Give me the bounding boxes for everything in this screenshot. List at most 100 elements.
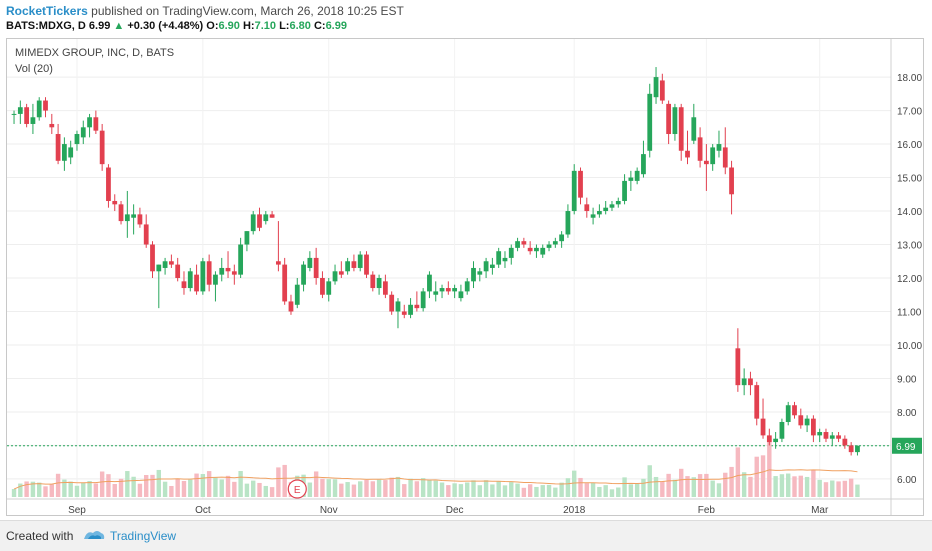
candle-body — [842, 438, 848, 446]
candle-body — [11, 113, 17, 115]
candle-body — [294, 284, 300, 305]
candle-body — [622, 180, 627, 201]
candle-body — [848, 445, 854, 453]
volume-bar — [408, 478, 413, 497]
volume-bar — [786, 473, 791, 497]
candle-body — [338, 271, 344, 275]
candle-body — [527, 247, 533, 252]
y-tick-label: 14.00 — [897, 207, 922, 218]
candle-body — [175, 264, 181, 278]
candle-body — [559, 234, 565, 242]
volume-bar — [358, 481, 363, 497]
volume-bar — [779, 474, 785, 497]
tradingview-logo-icon[interactable] — [82, 527, 106, 543]
volume-bar — [729, 466, 734, 497]
volume-bar — [383, 480, 388, 497]
volume-bar — [137, 483, 143, 497]
y-tick-label: 10.00 — [897, 341, 922, 352]
candle-body — [615, 200, 621, 205]
candle-body — [131, 214, 137, 218]
candle-body — [710, 147, 716, 165]
volume-bar — [496, 481, 501, 497]
candle-body — [458, 291, 464, 299]
candle-body — [634, 170, 640, 181]
volume-bar — [326, 479, 331, 497]
open-value: 6.90 — [218, 20, 240, 32]
candle-body — [364, 254, 369, 275]
y-tick-label: 18.00 — [897, 73, 922, 84]
volume-bar — [345, 482, 350, 497]
candle-body — [804, 418, 810, 426]
volume-bar — [81, 482, 86, 497]
volume-bar — [710, 480, 715, 497]
candle-body — [36, 100, 42, 118]
volume-bar — [830, 480, 835, 497]
publisher-link[interactable]: RocketTickers — [6, 4, 88, 18]
candle-body — [408, 304, 413, 315]
volume-bar — [773, 476, 778, 497]
volume-bar — [313, 471, 319, 497]
volume-bar — [590, 482, 596, 497]
y-tick-label: 13.00 — [897, 241, 922, 252]
candle-body — [716, 144, 722, 151]
candle-body — [672, 107, 678, 135]
candle-body — [219, 267, 225, 275]
candle-body — [238, 244, 244, 275]
candle-body — [666, 103, 672, 135]
volume-bar — [559, 482, 564, 497]
volume-bar — [697, 474, 703, 497]
symbol-label[interactable]: BATS:MDXG, D — [6, 20, 86, 32]
candle-body — [414, 304, 420, 309]
volume-bar — [502, 485, 508, 497]
publish-line: RocketTickers published on TradingView.c… — [6, 4, 404, 18]
volume-bar — [194, 473, 199, 497]
volume-bar — [660, 481, 665, 497]
volume-bar — [118, 478, 124, 497]
volume-bar — [836, 481, 841, 497]
candle-body — [741, 378, 747, 386]
volume-bar — [817, 479, 822, 497]
candle-body — [546, 244, 552, 248]
candle-body — [162, 261, 168, 268]
candle-body — [817, 432, 823, 436]
last-price-tag — [892, 437, 922, 454]
volume-bar — [307, 482, 313, 497]
candle-body — [735, 348, 741, 386]
last-price-label: 6.99 — [896, 442, 916, 453]
volume-bar — [370, 481, 376, 497]
candle-body — [194, 274, 199, 292]
candlestick-chart[interactable]: E 6.007.008.009.0010.0011.0012.0013.0014… — [7, 39, 923, 515]
chart-area[interactable]: E 6.007.008.009.0010.0011.0012.0013.0014… — [6, 38, 924, 516]
x-tick-label: Mar — [811, 505, 829, 515]
volume-bar — [131, 476, 136, 497]
candle-body — [584, 204, 590, 212]
candle-body — [792, 405, 797, 416]
candle-body — [452, 288, 458, 292]
volume-bar — [578, 477, 583, 497]
volume-bar — [792, 476, 797, 497]
x-tick-label: Dec — [446, 505, 464, 515]
volume-bar — [634, 483, 640, 497]
candle-body — [754, 385, 760, 419]
candle-body — [55, 134, 61, 161]
created-with-label: Created with — [6, 529, 74, 543]
candle-body — [68, 147, 74, 158]
volume-bar — [628, 484, 634, 497]
volume-bar — [269, 487, 275, 497]
volume-bar — [741, 472, 747, 497]
volume-bar — [823, 482, 829, 497]
volume-bar — [320, 478, 325, 497]
y-tick-label: 6.00 — [897, 475, 917, 486]
volume-bar — [62, 479, 67, 497]
candle-body — [483, 261, 489, 272]
candle-body — [80, 127, 86, 138]
x-tick-label: Sep — [68, 505, 86, 515]
volume-bars — [11, 437, 860, 497]
volume-bar — [465, 482, 470, 497]
candle-body — [244, 231, 250, 245]
y-tick-label: 12.00 — [897, 274, 922, 285]
tradingview-link[interactable]: TradingView — [110, 529, 177, 543]
candle-body — [502, 257, 508, 262]
price-change: +0.30 (+4.48%) — [127, 20, 204, 32]
candle-body — [427, 274, 432, 292]
